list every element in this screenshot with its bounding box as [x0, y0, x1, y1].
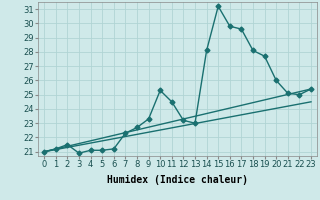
X-axis label: Humidex (Indice chaleur): Humidex (Indice chaleur) [107, 175, 248, 185]
